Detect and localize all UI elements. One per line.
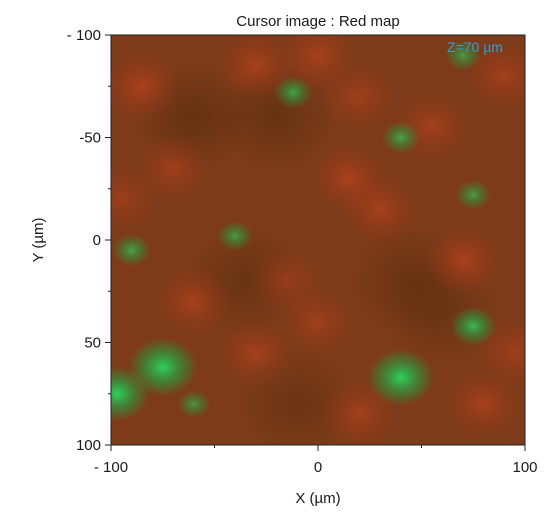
y-axis-label: Y (µm) xyxy=(30,217,47,262)
y-tick-label: 50 xyxy=(84,335,101,352)
green-hotspot-7 xyxy=(112,234,151,267)
red-hotspot-5 xyxy=(466,42,525,110)
x-tick-label: 100 xyxy=(512,459,537,476)
red-hotspot-16 xyxy=(248,247,325,315)
red-hotspot-8 xyxy=(342,175,419,244)
y-tick-label: 100 xyxy=(76,437,101,454)
red-hotspot-10 xyxy=(155,267,232,336)
x-tick-label: - 100 xyxy=(94,459,128,476)
y-tick-label: -50 xyxy=(79,130,101,147)
z-depth-annotation: Z=70 µm xyxy=(447,39,503,55)
red-hotspot-0 xyxy=(111,52,181,121)
green-hotspot-3 xyxy=(450,306,497,346)
red-hotspot-14 xyxy=(445,370,522,438)
red-hotspot-3 xyxy=(321,62,398,131)
chart-title: Cursor image : Red map xyxy=(236,13,399,30)
green-hotspot-2 xyxy=(367,348,435,406)
y-tick-label: - 100 xyxy=(67,27,101,44)
x-axis-label: X (µm) xyxy=(295,490,340,507)
green-hotspot-4 xyxy=(381,121,420,154)
y-tick-label: 0 xyxy=(93,232,101,249)
green-hotspot-6 xyxy=(274,76,313,109)
green-hotspot-8 xyxy=(217,220,253,252)
red-hotspot-1 xyxy=(217,35,294,100)
red-hotspot-11 xyxy=(217,318,294,387)
green-hotspot-10 xyxy=(177,389,211,419)
heatmap-image xyxy=(111,35,525,445)
x-axis: - 100 0 100 xyxy=(94,445,538,476)
red-hotspot-9 xyxy=(424,226,501,295)
red-hotspot-15 xyxy=(111,165,160,233)
y-axis: - 100 -50 0 50 100 xyxy=(67,27,111,454)
green-hotspot-1 xyxy=(111,366,150,422)
green-hotspot-5 xyxy=(445,40,481,71)
x-tick-label: 0 xyxy=(314,459,322,476)
green-hotspot-9 xyxy=(455,179,492,211)
